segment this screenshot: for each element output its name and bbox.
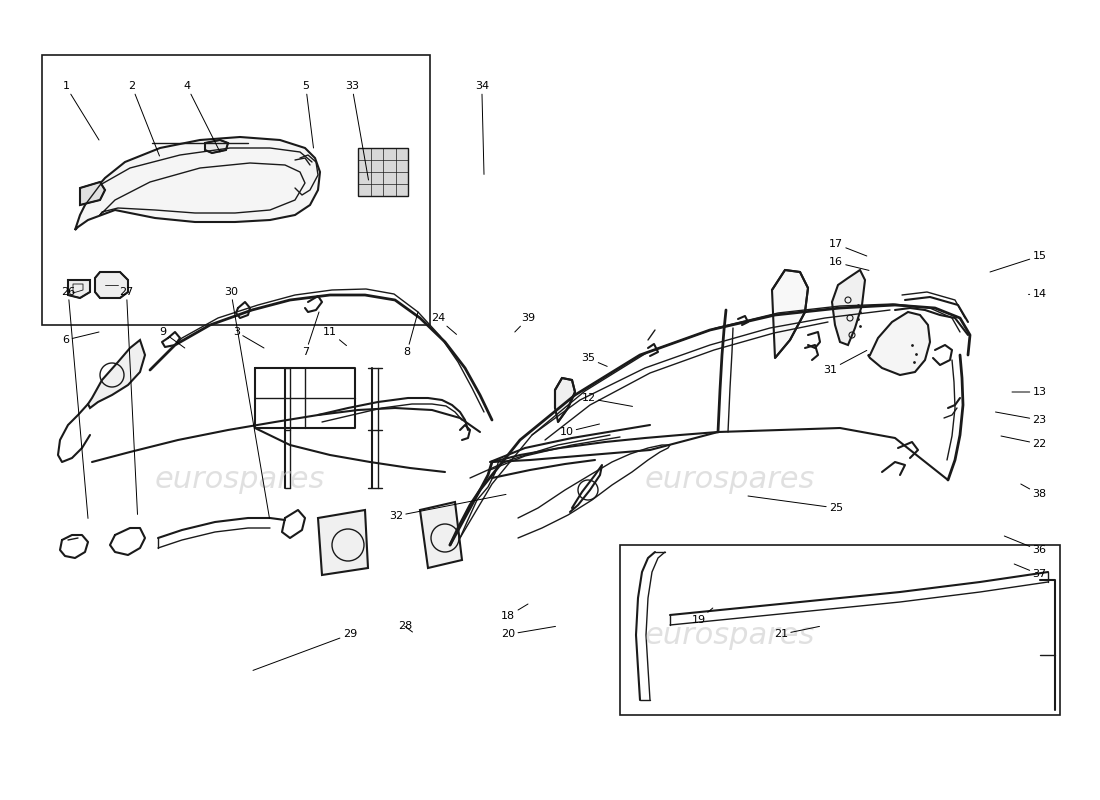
Polygon shape bbox=[318, 510, 368, 575]
Polygon shape bbox=[420, 502, 462, 568]
Text: 8: 8 bbox=[404, 312, 418, 357]
Text: 38: 38 bbox=[1021, 484, 1046, 499]
Text: 2: 2 bbox=[129, 82, 160, 156]
Polygon shape bbox=[868, 312, 930, 375]
Text: 24: 24 bbox=[431, 314, 456, 334]
Text: 39: 39 bbox=[515, 314, 535, 332]
Text: 31: 31 bbox=[824, 350, 867, 374]
Text: 36: 36 bbox=[1004, 536, 1046, 555]
Text: 1: 1 bbox=[63, 82, 99, 140]
Text: 19: 19 bbox=[692, 608, 713, 625]
Text: 21: 21 bbox=[774, 626, 820, 639]
Text: 22: 22 bbox=[1001, 436, 1046, 449]
Text: 18: 18 bbox=[502, 604, 528, 621]
Polygon shape bbox=[772, 270, 808, 358]
Text: 13: 13 bbox=[1012, 387, 1046, 397]
Bar bbox=[42, 55, 430, 325]
Text: 27: 27 bbox=[120, 287, 138, 514]
Text: 20: 20 bbox=[502, 626, 556, 639]
Polygon shape bbox=[88, 340, 145, 408]
Polygon shape bbox=[556, 378, 575, 422]
Polygon shape bbox=[80, 182, 104, 205]
Text: 12: 12 bbox=[582, 394, 632, 406]
Text: 23: 23 bbox=[996, 412, 1046, 425]
Text: 37: 37 bbox=[1014, 564, 1046, 579]
Text: 29: 29 bbox=[253, 630, 356, 670]
Text: 10: 10 bbox=[560, 424, 600, 437]
Text: 4: 4 bbox=[184, 82, 220, 152]
Polygon shape bbox=[68, 280, 90, 298]
Text: 35: 35 bbox=[582, 354, 607, 366]
Text: 33: 33 bbox=[345, 82, 368, 180]
Text: 28: 28 bbox=[398, 622, 412, 632]
Polygon shape bbox=[832, 270, 865, 345]
Text: 26: 26 bbox=[62, 287, 88, 518]
Bar bbox=[358, 148, 408, 196]
Text: 7: 7 bbox=[302, 312, 319, 357]
Text: eurospares: eurospares bbox=[155, 466, 326, 494]
Text: eurospares: eurospares bbox=[645, 621, 815, 650]
Text: 3: 3 bbox=[233, 327, 264, 348]
Bar bbox=[620, 545, 1060, 715]
Polygon shape bbox=[95, 272, 128, 298]
Text: 6: 6 bbox=[63, 332, 99, 345]
Text: 5: 5 bbox=[302, 82, 313, 148]
Text: 15: 15 bbox=[990, 251, 1046, 272]
Text: 16: 16 bbox=[829, 258, 869, 270]
Text: 17: 17 bbox=[829, 239, 867, 256]
Text: 14: 14 bbox=[1028, 290, 1046, 299]
Text: eurospares: eurospares bbox=[645, 466, 815, 494]
Polygon shape bbox=[205, 140, 228, 153]
Polygon shape bbox=[75, 137, 320, 230]
Text: 32: 32 bbox=[389, 494, 506, 521]
Text: 11: 11 bbox=[323, 327, 346, 346]
Text: 9: 9 bbox=[160, 327, 185, 348]
Text: 25: 25 bbox=[748, 496, 843, 513]
Text: 30: 30 bbox=[224, 287, 270, 518]
Text: 34: 34 bbox=[475, 82, 488, 174]
